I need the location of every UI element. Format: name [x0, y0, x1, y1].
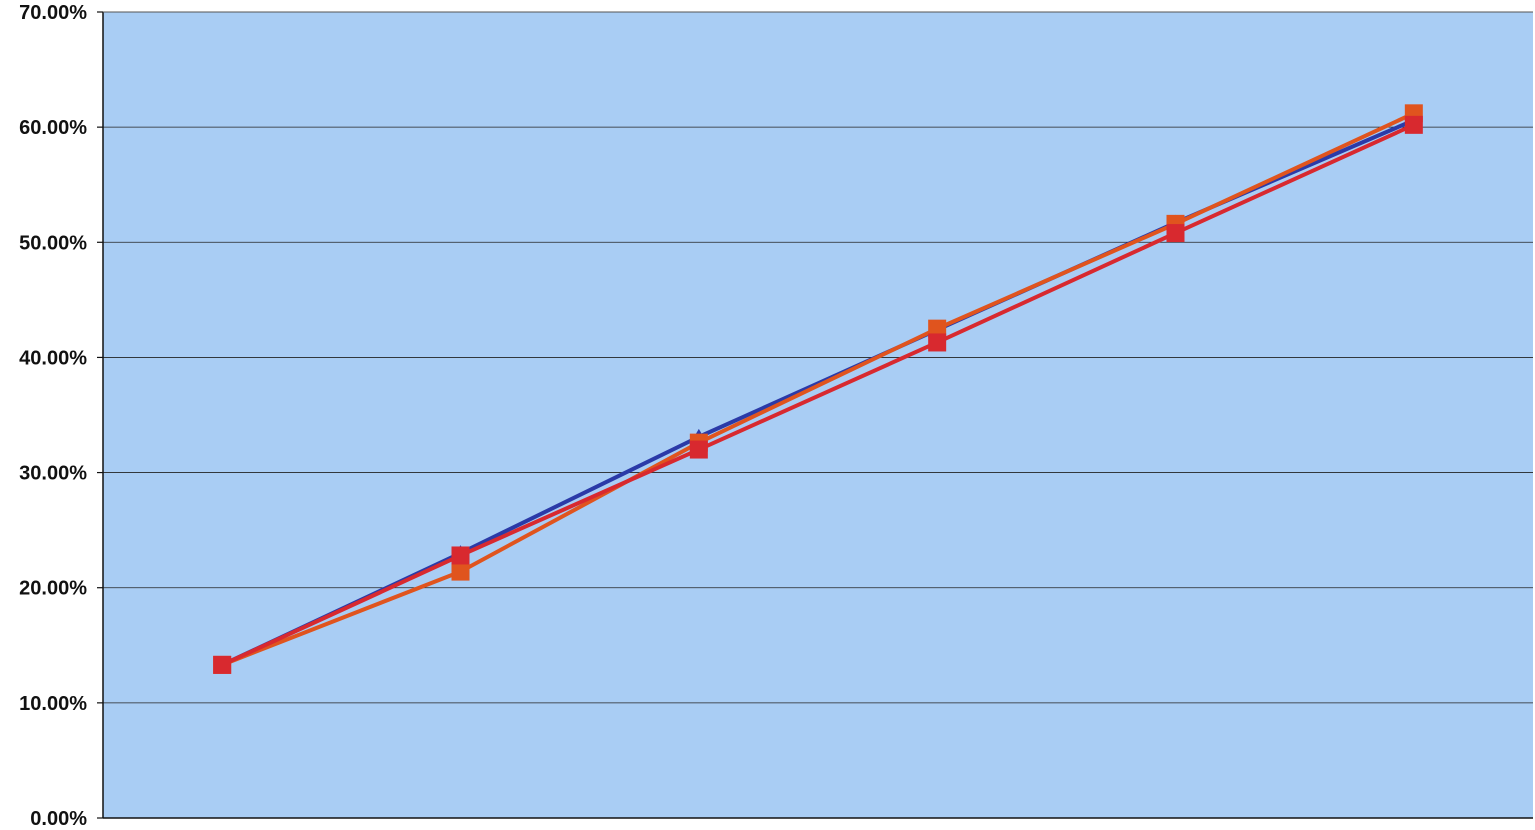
data-point: [451, 562, 470, 581]
plot-area: [103, 12, 1533, 818]
data-point: [689, 440, 708, 459]
data-point: [1404, 115, 1423, 134]
y-tick-label: 50.00%: [19, 232, 87, 254]
data-point: [928, 319, 947, 338]
series-3: [213, 115, 1423, 674]
series-line: [221, 111, 1415, 667]
data-point: [213, 655, 232, 674]
y-tick-label: 20.00%: [19, 578, 87, 600]
data-point: [1166, 224, 1185, 243]
data-point: [451, 546, 470, 565]
data-point: [928, 333, 947, 352]
y-tick-label: 70.00%: [19, 2, 87, 24]
series-line: [221, 123, 1415, 667]
y-tick-label: 60.00%: [19, 117, 87, 139]
axes: [102, 11, 1533, 819]
y-axis-ticks: 0.00% 10.00% 20.00% 30.00% 40.00% 50.00% 60.00…: [19, 2, 103, 830]
y-tick-label: 10.00%: [19, 693, 87, 715]
series-layer: [213, 104, 1423, 674]
y-tick-label: 40.00%: [19, 347, 87, 369]
y-tick-label: 30.00%: [19, 463, 87, 485]
y-tick-label: 0.00%: [30, 808, 87, 830]
